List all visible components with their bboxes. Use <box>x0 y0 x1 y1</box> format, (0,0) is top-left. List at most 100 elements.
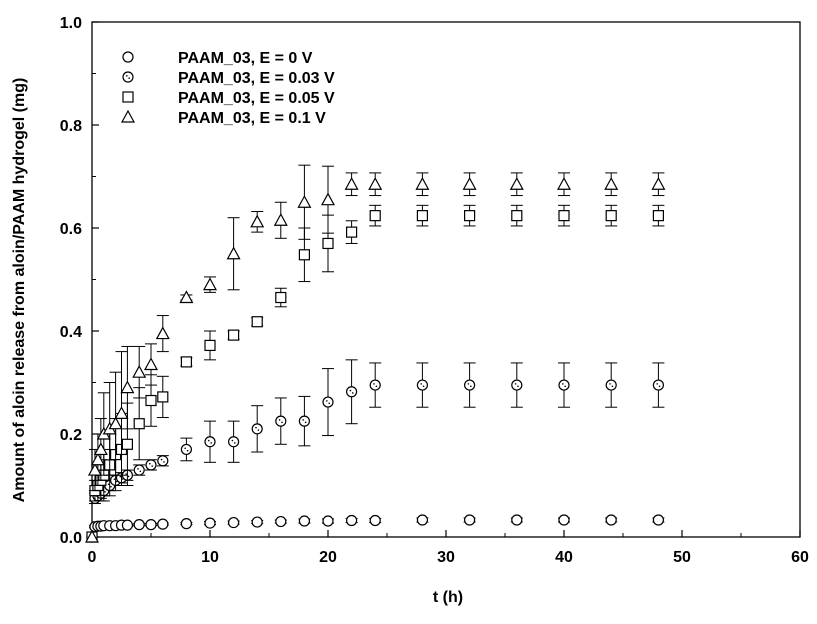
marker-dot <box>609 383 611 385</box>
data-point <box>179 290 194 304</box>
circle-marker <box>605 514 617 526</box>
triangle-marker <box>368 176 383 190</box>
data-point <box>298 249 310 261</box>
marker-dot <box>127 475 130 478</box>
marker-dot <box>514 383 517 385</box>
marker-dot <box>231 439 234 442</box>
x-tick-label: 10 <box>201 549 219 566</box>
square-marker <box>122 91 134 103</box>
data-point <box>228 516 240 529</box>
marker-dot <box>352 392 354 394</box>
circle-marker <box>652 379 665 391</box>
triangle-marker <box>84 529 100 543</box>
data-point <box>346 226 358 238</box>
data-point <box>180 356 192 368</box>
marker-dot <box>422 385 425 388</box>
series-1 <box>86 514 665 543</box>
circle-marker <box>558 379 570 391</box>
circle-marker <box>416 514 428 526</box>
marker-dot <box>656 383 658 385</box>
data-point <box>511 210 523 222</box>
marker-dot <box>281 421 283 424</box>
circle-marker <box>122 71 134 83</box>
legend: PAAM_03, E = 0 V PAAM_03, E = 0.03 V PAAM_… <box>120 50 335 127</box>
marker-dot <box>149 462 151 465</box>
marker-dot <box>137 468 139 470</box>
triangle-marker <box>120 380 135 394</box>
data-point <box>652 210 665 222</box>
marker-dot <box>125 473 127 475</box>
marker-dot <box>160 458 163 461</box>
data-point <box>509 176 524 190</box>
marker-dot <box>326 400 328 402</box>
data-point <box>558 379 570 391</box>
circle-marker <box>298 415 310 427</box>
data-point <box>93 442 108 456</box>
data-point <box>416 379 428 391</box>
data-point <box>511 514 523 526</box>
marker-dot <box>304 421 307 424</box>
square-marker <box>121 438 134 450</box>
data-point <box>84 529 100 543</box>
data-point <box>145 519 157 531</box>
circle-marker <box>145 459 157 471</box>
square-marker <box>298 249 310 261</box>
data-point <box>297 194 312 208</box>
data-point <box>368 176 383 190</box>
data-point <box>133 464 145 476</box>
square-marker <box>275 291 287 304</box>
marker-dot <box>467 383 470 385</box>
marker-dot <box>562 383 564 385</box>
circle-marker <box>464 379 476 391</box>
triangle-marker <box>132 364 147 378</box>
legend-entry: PAAM_03, E = 0.05 V <box>122 90 335 107</box>
y-tick-label: 1.0 <box>60 15 82 32</box>
data-point <box>204 517 216 529</box>
data-point <box>558 514 570 526</box>
data-point <box>651 176 666 190</box>
square-marker <box>204 339 216 352</box>
marker-dot <box>151 465 153 467</box>
circle-marker <box>228 516 240 529</box>
series-layer <box>84 164 666 543</box>
circle-marker <box>157 518 169 530</box>
square-marker <box>322 237 334 250</box>
x-tick-label: 50 <box>673 549 691 566</box>
y-tick-label: 0.8 <box>60 118 82 135</box>
square-marker <box>369 210 381 222</box>
data-point <box>145 394 157 407</box>
triangle-marker <box>297 194 312 208</box>
data-point <box>155 326 170 340</box>
triangle-marker <box>87 462 102 476</box>
data-point <box>180 518 192 530</box>
circle-marker <box>204 517 216 529</box>
x-tick-label: 0 <box>88 549 97 566</box>
legend-label: PAAM_03, E = 0.05 V <box>178 90 335 107</box>
circle-marker <box>511 514 523 526</box>
y-tick-label: 0.2 <box>60 427 82 444</box>
data-point <box>204 339 216 352</box>
marker-dot <box>163 461 165 463</box>
marker-dot <box>328 402 331 405</box>
series-2 <box>86 359 665 543</box>
data-point <box>462 176 477 190</box>
triangle-marker <box>415 176 430 190</box>
marker-dot <box>234 442 236 444</box>
marker-dot <box>128 77 130 79</box>
data-point <box>180 443 192 456</box>
legend-entry: PAAM_03, E = 0.03 V <box>122 70 335 87</box>
data-point <box>369 210 381 222</box>
data-point <box>273 213 288 226</box>
marker-dot <box>119 475 122 478</box>
triangle-marker <box>120 109 136 123</box>
circle-marker <box>369 514 381 527</box>
data-point <box>320 192 336 206</box>
data-point <box>204 436 216 448</box>
square-marker <box>558 210 570 222</box>
data-point <box>157 455 169 467</box>
data-point <box>157 391 169 403</box>
marker-dot <box>517 385 519 388</box>
triangle-marker <box>509 176 524 190</box>
data-point <box>322 515 334 527</box>
